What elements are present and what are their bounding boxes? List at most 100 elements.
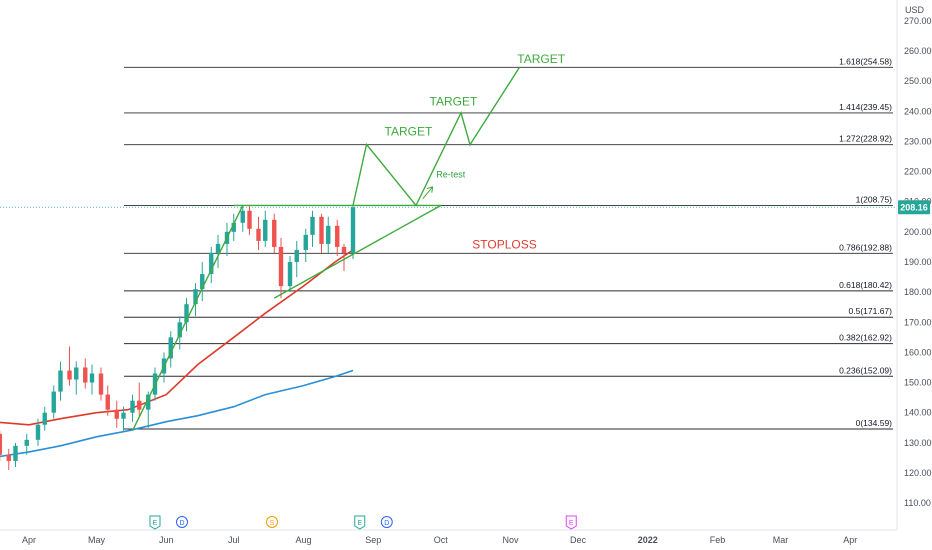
event-letter: S [270,520,275,527]
candle-body [287,261,293,287]
candle-body [209,252,214,275]
candle-body [74,367,79,380]
candle-body [335,225,340,247]
retest-label: Re-test [436,170,466,180]
candle-body [146,394,151,410]
x-tick-label: Jul [228,535,240,545]
y-tick-label: 270.00 [904,16,932,26]
fib-label: 1.414(239.45) [839,102,892,112]
ma-200-line [0,369,354,458]
last-price-tag: 208.16 [898,200,930,215]
event-marker[interactable]: E [149,515,161,530]
event-letter: E [153,520,158,527]
drawings [131,66,521,432]
dividend-icon [380,516,393,528]
candle-body [184,304,189,323]
event-letter: E [569,520,574,527]
y-tick-label: 160.00 [904,347,932,357]
candle-body [215,243,221,253]
candle-body [114,409,119,419]
projection-path [352,66,521,207]
x-tick-label: Jun [159,535,174,545]
event-marker[interactable]: E [565,515,577,530]
y-tick-label: 260.00 [904,46,932,56]
trendline [131,205,244,432]
x-tick-label: 2022 [638,535,658,545]
candle-body [272,219,277,247]
candle-body [58,370,63,392]
y-tick-label: 180.00 [904,287,932,297]
x-tick-label: Sep [365,535,381,545]
candle-body [89,373,95,383]
last-price-badge [898,200,930,215]
event-letter: D [179,520,184,527]
x-tick-label: Apr [843,535,857,545]
event-letter: D [384,520,389,527]
candle-body [130,400,135,413]
candle-body [200,274,205,290]
candle-body [263,219,268,241]
x-tick-label: Apr [22,535,36,545]
x-tick-label: Mar [773,535,789,545]
moving-averages [0,249,354,458]
candle-body [51,391,56,413]
split-icon [266,516,278,528]
candle-body [177,322,182,338]
y-tick-label: 250.00 [904,76,932,86]
target-label: TARGET [517,52,565,66]
candle-body [13,445,18,461]
y-tick-label: 140.00 [904,408,932,418]
y-tick-label: 170.00 [904,317,932,327]
y-tick-label: 230.00 [904,136,932,146]
y-tick-label: 240.00 [904,106,932,116]
x-tick-label: Dec [570,535,587,545]
last-price-text: 208.16 [900,202,928,212]
trendline [273,204,442,299]
y-tick-label: 190.00 [904,257,932,267]
candle-body [83,367,88,383]
candle-body [341,246,347,253]
x-tick-label: May [88,535,106,545]
candle-body [326,225,331,244]
fibonacci-levels: 0(134.59) 0.236(152.09) 0.382(162.92) 0.5(1… [0,56,897,430]
target-label: TARGET [385,124,433,138]
currency-label: USD [905,5,925,15]
fib-label: 0.382(162.92) [839,333,892,343]
candle-body [303,234,308,250]
candle-body [247,210,252,229]
candle-body [319,216,324,244]
fib-label: 1(208.75) [856,194,893,204]
event-marker[interactable]: D [176,516,188,528]
candle-body [256,228,261,241]
earnings-icon [354,515,366,530]
fib-label: 0(134.59) [856,418,893,428]
candle-body [67,370,72,380]
annotations: TARGET TARGET TARGET STOPLOSS Re-test [385,52,566,251]
dividend-icon [176,516,188,528]
stoploss-label: STOPLOSS [472,237,536,251]
fib-label: 1.272(228.92) [839,134,892,144]
earnings-icon [565,515,577,530]
candle-body [240,210,245,223]
fib-label: 1.618(254.58) [839,56,892,66]
fib-label: 0.236(152.09) [839,365,892,375]
event-marker[interactable]: D [380,516,393,528]
event-marker[interactable]: S [266,516,278,528]
x-tick-label: Feb [710,535,726,545]
event-letter: E [357,520,362,527]
candle-body [0,433,2,455]
fib-label: 0.618(180.42) [839,280,892,290]
candlestick-series [0,204,356,470]
candle-body [121,412,126,419]
candle-body [168,337,173,359]
fib-label: 0.5(171.67) [849,306,893,316]
y-tick-label: 220.00 [904,167,932,177]
candle-body [24,439,29,446]
candle-body [231,222,236,232]
y-tick-label: 120.00 [904,468,932,478]
candle-body [42,412,47,425]
event-marker[interactable]: E [354,515,366,530]
